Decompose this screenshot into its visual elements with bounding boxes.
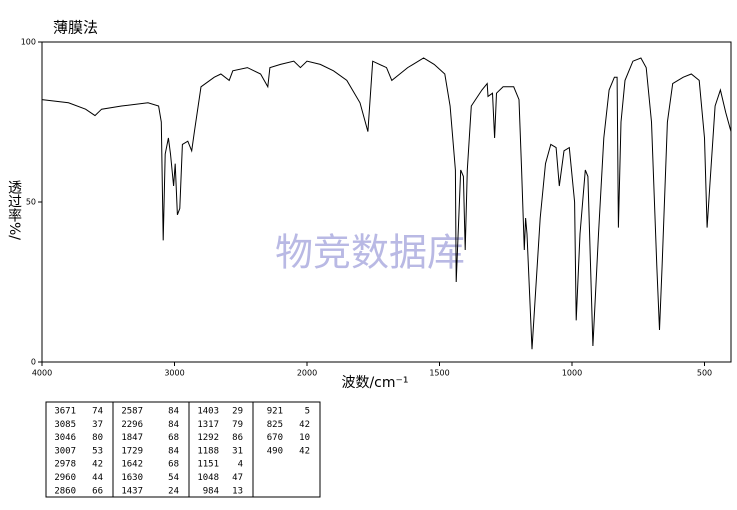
spectrum-line — [41, 57, 732, 350]
peak-transmittance: 47 — [232, 473, 243, 483]
chart-title: 薄膜法 — [53, 19, 98, 37]
y-tick-label: 100 — [21, 38, 36, 47]
peak-transmittance: 84 — [168, 407, 179, 417]
peak-wavenumber: 670 — [267, 433, 283, 443]
peak-transmittance: 37 — [92, 420, 103, 430]
peak-wavenumber: 3007 — [54, 446, 76, 456]
peak-wavenumber: 1188 — [197, 446, 219, 456]
peak-wavenumber: 1847 — [121, 433, 143, 443]
peak-wavenumber: 1630 — [121, 473, 143, 483]
peak-wavenumber: 825 — [267, 420, 283, 430]
peak-transmittance: 31 — [232, 446, 243, 456]
peak-transmittance: 84 — [168, 446, 179, 456]
peak-transmittance: 44 — [92, 473, 103, 483]
peak-transmittance: 74 — [92, 407, 103, 417]
peak-transmittance: 10 — [299, 433, 310, 443]
peak-wavenumber: 2860 — [54, 486, 76, 496]
peak-wavenumber: 2296 — [121, 420, 143, 430]
peak-wavenumber: 1151 — [197, 460, 219, 470]
peak-transmittance: 84 — [168, 420, 179, 430]
peak-transmittance: 79 — [232, 420, 243, 430]
x-axis-label: 波数/cm⁻¹ — [341, 375, 408, 391]
peak-transmittance: 54 — [168, 473, 179, 483]
x-tick-label: 3000 — [164, 369, 184, 378]
peak-table-frame — [45, 401, 321, 498]
x-tick-label: 1500 — [429, 369, 449, 378]
peak-wavenumber: 2978 — [54, 460, 76, 470]
peak-transmittance: 86 — [232, 433, 243, 443]
peak-transmittance: 42 — [92, 460, 103, 470]
peak-wavenumber: 1642 — [121, 460, 143, 470]
peak-wavenumber: 2587 — [121, 407, 143, 417]
y-tick-label: 0 — [31, 358, 36, 367]
peak-wavenumber: 984 — [203, 486, 219, 496]
peak-wavenumber: 3046 — [54, 433, 76, 443]
peak-wavenumber: 1437 — [121, 486, 143, 496]
peak-transmittance: 80 — [92, 433, 103, 443]
peak-wavenumber: 1403 — [197, 407, 219, 417]
peak-transmittance: 24 — [168, 486, 179, 496]
peak-wavenumber: 3085 — [54, 420, 76, 430]
watermark: 物竞数据库 — [275, 231, 465, 275]
peak-transmittance: 29 — [232, 407, 243, 417]
peak-wavenumber: 921 — [267, 407, 283, 417]
y-tick-label: 50 — [26, 198, 36, 207]
peak-wavenumber: 1729 — [121, 446, 143, 456]
x-tick-label: 4000 — [32, 369, 52, 378]
peak-wavenumber: 1292 — [197, 433, 219, 443]
y-axis-label: 透过率%/ — [6, 180, 22, 240]
plot-frame — [41, 41, 732, 363]
peak-wavenumber: 490 — [267, 446, 283, 456]
peak-transmittance: 13 — [232, 486, 243, 496]
peak-transmittance: 4 — [238, 460, 243, 470]
peak-transmittance: 5 — [305, 407, 310, 417]
peak-transmittance: 42 — [299, 446, 310, 456]
peak-transmittance: 68 — [168, 460, 179, 470]
peak-wavenumber: 2960 — [54, 473, 76, 483]
x-tick-label: 1000 — [562, 369, 582, 378]
x-tick-label: 500 — [697, 369, 712, 378]
peak-wavenumber: 3671 — [54, 407, 76, 417]
x-tick-label: 2000 — [297, 369, 317, 378]
peak-transmittance: 42 — [299, 420, 310, 430]
peak-transmittance: 53 — [92, 446, 103, 456]
peak-transmittance: 66 — [92, 486, 103, 496]
peak-wavenumber: 1317 — [197, 420, 219, 430]
peak-wavenumber: 1048 — [197, 473, 219, 483]
peak-transmittance: 68 — [168, 433, 179, 443]
